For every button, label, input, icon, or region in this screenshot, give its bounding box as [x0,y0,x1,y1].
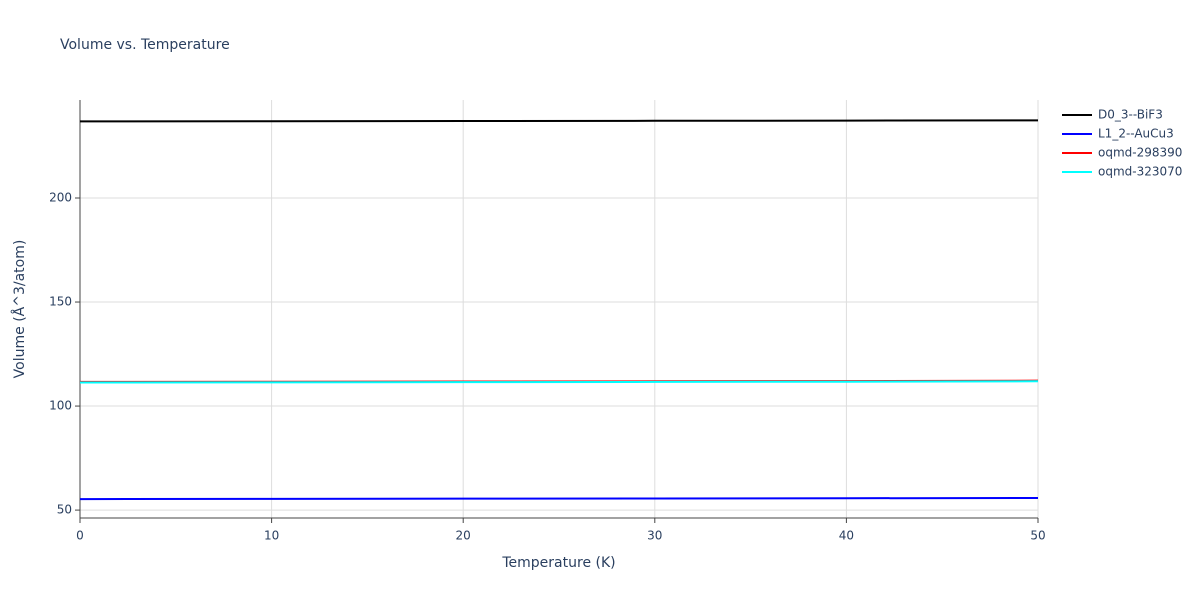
y-tick-label: 150 [49,295,72,309]
legend-label: oqmd-298390 [1098,146,1182,160]
y-tick-label: 100 [49,399,72,413]
line-series [79,119,1039,123]
x-axis-label: Temperature (K) [501,555,615,571]
x-tick-label: 50 [1030,529,1045,543]
x-tick-label: 20 [456,529,471,543]
y-tick-label: 200 [49,190,72,204]
x-tick-label: 40 [839,529,854,543]
x-tick-label: 10 [264,529,279,543]
x-tick-label: 30 [647,529,662,543]
line-series [79,497,1039,501]
y-axis-label: Volume (Å^3/atom) [11,240,28,379]
legend-label: D0_3--BiF3 [1098,108,1163,122]
legend-label: oqmd-323070 [1098,165,1182,179]
x-tick-label: 0 [76,529,84,543]
line-series [79,380,1039,384]
legend-label: L1_2--AuCu3 [1098,127,1174,141]
chart-title: Volume vs. Temperature [60,37,230,53]
y-tick-label: 50 [57,503,72,517]
